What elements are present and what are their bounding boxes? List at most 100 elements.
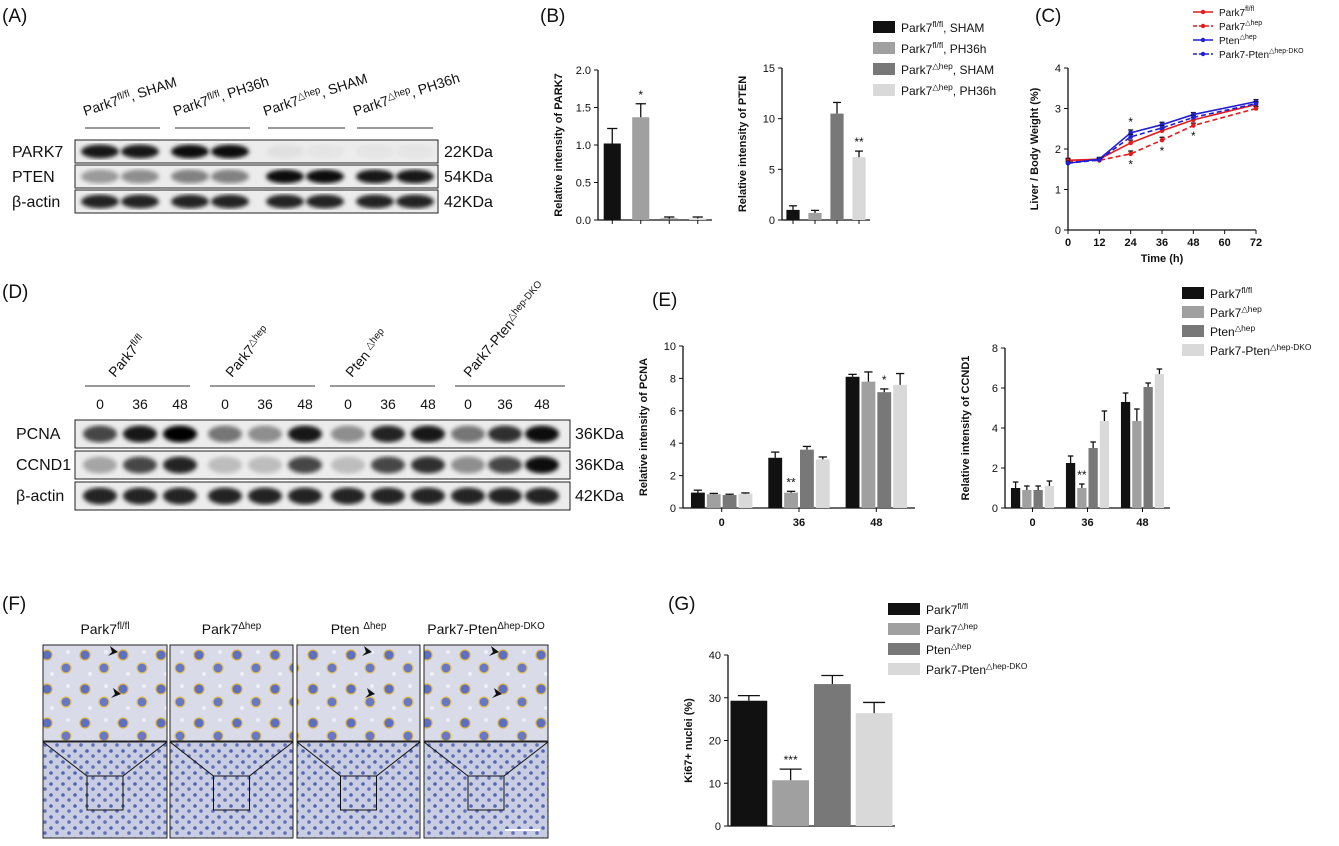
blot-band	[83, 456, 117, 474]
timepoint-label: 48	[534, 396, 550, 412]
inset-box	[467, 775, 505, 811]
y-tick-label: 0.5	[576, 178, 591, 190]
bar	[830, 113, 844, 220]
bar	[660, 218, 678, 220]
marker	[1253, 101, 1259, 106]
legend-swatch	[888, 603, 920, 615]
bar	[784, 492, 798, 508]
bar	[1044, 486, 1055, 508]
blot-band	[266, 169, 304, 184]
panel-label: (C)	[1035, 6, 1061, 27]
inset-line	[296, 741, 341, 777]
blot-band	[411, 425, 445, 443]
bar	[893, 384, 908, 508]
legend-label-base: Park7	[1210, 287, 1242, 301]
legend-label-base: Park7	[901, 21, 933, 35]
legend-label-sup: △hep	[932, 61, 953, 71]
legend-label: Park7fl/fl	[1210, 285, 1252, 301]
y-tick-label: 10	[709, 778, 721, 790]
y-tick-label: 1.5	[576, 103, 591, 115]
bar	[1065, 463, 1076, 508]
marker	[1191, 115, 1196, 120]
legend-label: Pten△hep	[926, 641, 971, 657]
blot-band	[163, 456, 197, 474]
y-tick-label: 40	[709, 650, 721, 662]
timepoint-label: 36	[497, 396, 513, 412]
blot-strip	[74, 481, 571, 511]
y-tick-label: 3	[1055, 104, 1061, 116]
bar	[800, 449, 814, 508]
size-label: 54KDa	[444, 169, 493, 186]
timepoint-label: 36	[257, 396, 273, 412]
blot-band	[123, 425, 157, 443]
blot-band	[123, 487, 157, 505]
x-tick-label: 48	[1136, 517, 1148, 529]
significance: **	[1077, 468, 1087, 482]
timepoint-label: 48	[172, 396, 188, 412]
blot-band	[171, 169, 209, 184]
blot-band	[396, 145, 434, 159]
blot-band	[208, 456, 242, 474]
y-tick-label: 20	[709, 736, 721, 748]
bar	[852, 157, 866, 220]
bar	[689, 218, 707, 220]
y-tick-label: 8	[670, 373, 676, 385]
histology-title-sup: Δhep-DKO	[497, 621, 545, 632]
y-tick-label: 2	[992, 463, 998, 475]
y-tick-label: 4	[670, 438, 676, 450]
y-tick-label: 15	[763, 63, 775, 75]
lane-label: Park7fl/fl, PH36h	[171, 73, 271, 119]
blot-band	[451, 487, 485, 505]
bar	[808, 212, 822, 220]
blot-band	[331, 456, 365, 474]
protein-label: β-actin	[16, 488, 64, 505]
bar	[861, 381, 876, 508]
bar	[738, 493, 753, 508]
blot-band	[121, 144, 159, 159]
arrow	[489, 646, 499, 656]
legend-label-base: Park7	[1219, 22, 1246, 33]
zoom-image	[296, 644, 421, 742]
legend-label-sup: △hep	[932, 82, 953, 92]
group-label-sup: △hep-DKO	[505, 279, 545, 323]
lane-label: Park7△hep, PH36h	[351, 69, 462, 119]
y-tick-label: 8	[992, 343, 998, 355]
inset-box	[340, 775, 377, 811]
legend-label-sup: △hep	[1245, 20, 1262, 27]
marker	[1097, 157, 1102, 163]
inset-line	[503, 741, 549, 777]
y-tick-label: 6	[992, 383, 998, 395]
legend-label-sup: △hep	[1235, 323, 1256, 333]
legend-label-base: Park7-Pten	[926, 663, 986, 677]
legend-label: Park7△hep, SHAM	[901, 61, 994, 77]
y-axis-label: Liver / Body Weight (%)	[1029, 87, 1041, 210]
x-tick-label: 0	[1029, 517, 1035, 529]
legend-label: Park7-Pten△hep-DKO	[1210, 342, 1312, 358]
lane-label-base: Park7	[171, 92, 211, 119]
marker	[1128, 140, 1133, 146]
legend-label-base: Pten	[1219, 36, 1240, 47]
legend-label-base: Park7	[901, 84, 933, 98]
size-label: 42KDa	[444, 194, 493, 211]
legend-swatch	[873, 63, 895, 75]
size-label: 36KDa	[575, 457, 624, 474]
blot-band	[488, 425, 522, 443]
legend-label-rest: , PH36h	[953, 84, 996, 98]
group-label-sup: △hep	[246, 323, 270, 349]
x-tick-label: 24	[1125, 237, 1138, 249]
y-axis-label: Ki67+ nuclei (%)	[683, 698, 695, 783]
histology-title-base: Park7	[202, 621, 239, 637]
bar	[1154, 374, 1165, 508]
significance: *	[1128, 115, 1133, 129]
protein-label: CCND1	[16, 457, 71, 474]
blot-strip	[74, 164, 439, 189]
bar	[855, 713, 893, 826]
arrow	[108, 646, 118, 656]
blot-band	[81, 144, 119, 159]
blot-band	[81, 194, 119, 209]
blot-band	[288, 425, 322, 443]
y-tick-label: 10	[664, 341, 676, 353]
bar	[1022, 490, 1032, 508]
legend-label-base: Park7-Pten	[1219, 50, 1269, 61]
